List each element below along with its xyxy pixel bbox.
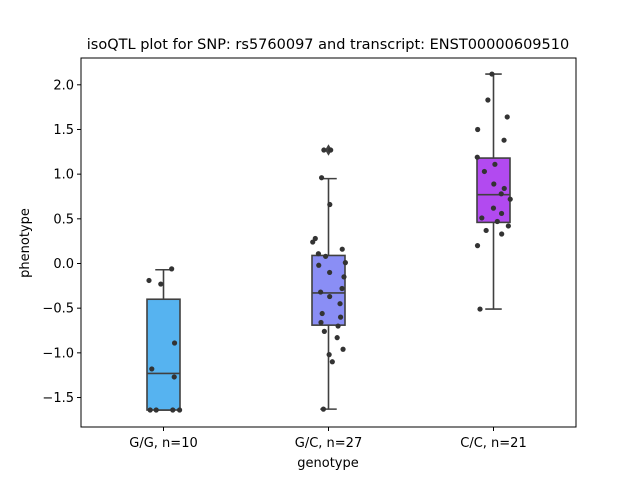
data-point (153, 407, 159, 413)
data-point (339, 285, 345, 292)
data-point (323, 253, 329, 259)
data-point (477, 306, 483, 312)
data-point (491, 181, 497, 187)
data-point (474, 243, 481, 249)
y-tick-label: 2.0 (53, 78, 74, 93)
y-tick-label: −1.0 (42, 346, 74, 361)
data-point (507, 196, 513, 202)
data-point (337, 314, 344, 320)
data-point (320, 406, 327, 412)
data-point (335, 323, 341, 329)
data-point (327, 269, 333, 276)
y-tick-label: −1.5 (42, 391, 74, 406)
data-point (342, 260, 348, 266)
y-tick-label: 1.5 (53, 123, 74, 138)
data-point (479, 215, 485, 221)
data-point (146, 277, 152, 284)
data-point (169, 266, 175, 272)
x-tick-label: C/C, n=21 (460, 436, 526, 451)
y-tick-label: 0.0 (53, 257, 74, 272)
data-point (498, 191, 504, 197)
data-point (339, 246, 345, 252)
data-point (327, 201, 333, 208)
data-point (315, 251, 322, 257)
data-point (318, 289, 324, 295)
y-tick-label: 1.0 (53, 168, 74, 183)
y-tick-label: −0.5 (42, 302, 74, 317)
data-point (341, 274, 347, 280)
data-point (319, 310, 325, 317)
data-point (318, 319, 324, 326)
data-point (504, 114, 510, 120)
data-point (321, 328, 327, 334)
data-point (327, 293, 333, 300)
data-point (158, 281, 164, 287)
data-point (171, 374, 177, 380)
x-tick-label: G/C, n=27 (295, 436, 362, 451)
data-point (147, 407, 153, 413)
data-point (310, 239, 316, 245)
data-point (501, 137, 507, 143)
data-point (485, 97, 491, 103)
data-point (340, 346, 346, 352)
data-point (481, 168, 487, 175)
data-point (494, 218, 500, 225)
data-point (499, 231, 505, 237)
plot-area: −1.5 −1.0 −0.5 0.0 0.5 1.0 1.5 2.0 G/G, n=10 G/C,… (42, 57, 577, 451)
data-point (312, 235, 318, 242)
y-axis-label: phenotype (18, 208, 33, 278)
data-point (474, 154, 480, 160)
data-point (326, 352, 332, 358)
data-point (498, 210, 505, 217)
data-point (316, 262, 322, 268)
data-point (492, 161, 498, 167)
data-point (176, 407, 183, 413)
data-point (170, 407, 176, 413)
data-point (489, 71, 495, 77)
x-tick-label: G/G, n=10 (129, 436, 197, 451)
chart-title: isoQTL plot for SNP: rs5760097 and trans… (87, 37, 569, 53)
data-point (475, 126, 481, 133)
box-1 (146, 298, 181, 411)
data-point (505, 223, 511, 229)
data-point (334, 335, 340, 341)
data-point (321, 147, 327, 153)
data-point (483, 227, 489, 234)
data-point (329, 359, 335, 365)
data-point (328, 147, 334, 153)
data-point (490, 205, 497, 211)
data-point (171, 340, 178, 346)
data-point (149, 366, 155, 372)
x-axis-label: genotype (297, 456, 358, 471)
data-point (337, 301, 343, 307)
data-point (318, 175, 325, 181)
data-point (501, 185, 507, 192)
y-tick-label: 0.5 (53, 212, 74, 227)
